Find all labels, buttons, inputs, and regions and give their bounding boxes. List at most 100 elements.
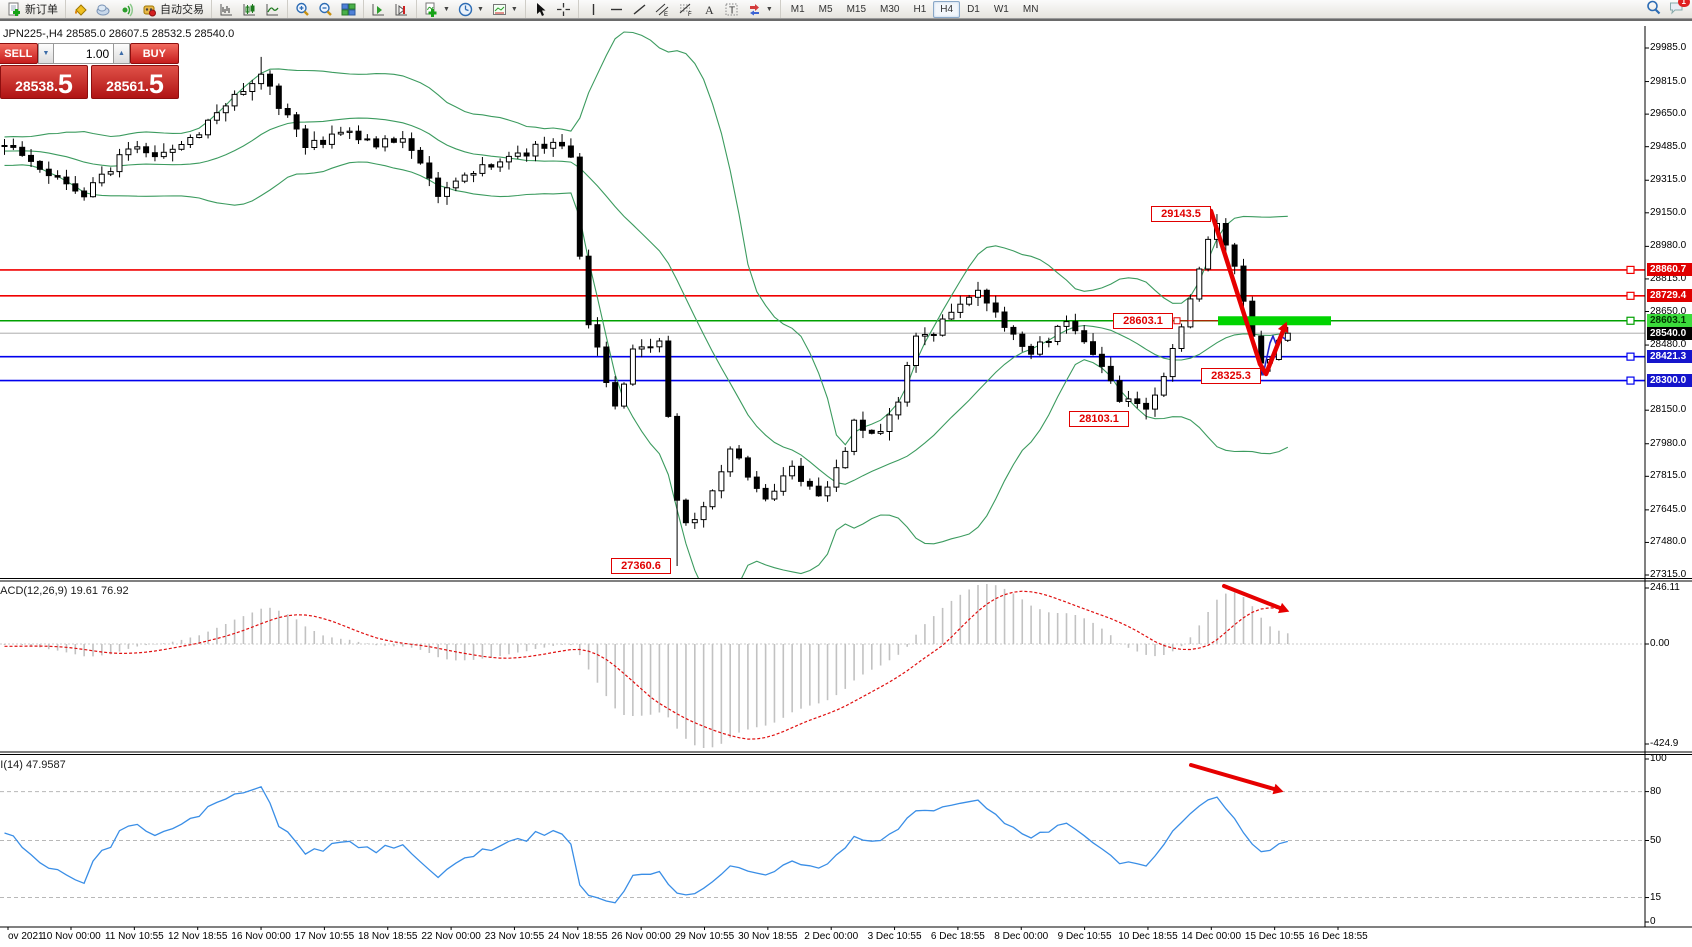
crosshair-button[interactable] bbox=[552, 0, 575, 19]
toolbar-group bbox=[364, 0, 417, 18]
timeframe-d1[interactable]: D1 bbox=[967, 3, 980, 15]
fibo-icon: F bbox=[679, 3, 692, 17]
quote-bar: JPN225-,H4 28585.0 28607.5 28532.5 28540… bbox=[3, 28, 235, 40]
timeframe-m5[interactable]: M5 bbox=[818, 3, 833, 15]
toolbar-group: 自动交易 bbox=[66, 0, 212, 18]
step-forward-button[interactable] bbox=[367, 0, 390, 19]
step-end-icon bbox=[395, 3, 407, 15]
market-depth-button[interactable] bbox=[92, 0, 115, 19]
svg-text:T: T bbox=[729, 5, 735, 16]
timeframe-h4[interactable]: H4 bbox=[933, 0, 961, 18]
indicators-button[interactable]: ▼ bbox=[420, 0, 454, 19]
autotrading-button-label: 自动交易 bbox=[160, 4, 204, 16]
volume-input[interactable] bbox=[54, 43, 114, 64]
vline-icon bbox=[592, 3, 595, 15]
channel-icon: E bbox=[655, 3, 669, 17]
sell-button[interactable]: SELL bbox=[0, 43, 38, 64]
svg-text:A: A bbox=[705, 3, 714, 17]
volume-decrease-button[interactable]: ▼ bbox=[37, 43, 55, 64]
bar-chart-button[interactable] bbox=[215, 0, 238, 19]
svg-text:E: E bbox=[664, 12, 668, 17]
toolbar-group bbox=[526, 0, 579, 18]
new-order-button[interactable]: 新订单 bbox=[3, 0, 62, 19]
main-toolbar: 新订单 自动交易 ▼ ▼ ▼ E F A T ▼ M1 M5 M15 M30 H1 H4 D1 W1 MN 1 bbox=[0, 0, 1692, 19]
sell-price-tile[interactable]: 28538. 5 bbox=[0, 65, 88, 99]
vertical-line-button[interactable] bbox=[582, 0, 605, 19]
timeframe-m1[interactable]: M1 bbox=[790, 3, 805, 15]
timeframe-w1[interactable]: W1 bbox=[993, 3, 1009, 15]
toolbar-group bbox=[212, 0, 288, 18]
cursor-button[interactable] bbox=[529, 0, 552, 19]
dropdown-caret-icon[interactable]: ▼ bbox=[476, 5, 484, 13]
shapes-icon bbox=[749, 3, 759, 15]
chat-badge: 1 bbox=[1677, 0, 1690, 7]
text-label-button[interactable]: T bbox=[720, 0, 743, 19]
styler-button[interactable] bbox=[69, 0, 92, 19]
clock-icon bbox=[458, 2, 473, 16]
buy-price-tile[interactable]: 28561. 5 bbox=[91, 65, 179, 99]
toolbar-group: E F A T ▼ bbox=[579, 0, 781, 18]
tile-windows-button[interactable] bbox=[337, 0, 360, 19]
cloud-icon bbox=[96, 4, 110, 15]
bucket-icon bbox=[75, 3, 87, 16]
text-t-icon: T bbox=[725, 3, 738, 16]
volume-increase-button[interactable]: ▲ bbox=[113, 43, 130, 64]
trendline-button[interactable] bbox=[628, 0, 651, 19]
arrows-button[interactable]: ▼ bbox=[743, 0, 777, 19]
step-end-button[interactable] bbox=[390, 0, 413, 19]
hline-icon bbox=[610, 8, 622, 10]
zoom-in-button[interactable] bbox=[291, 0, 314, 19]
dropdown-caret-icon[interactable]: ▼ bbox=[510, 5, 518, 13]
search-icon bbox=[1647, 0, 1661, 15]
buy-price-big-digit: 5 bbox=[148, 69, 164, 99]
step-fwd-icon bbox=[372, 3, 384, 15]
candle-chart-button[interactable] bbox=[238, 0, 261, 19]
zoom-out-icon bbox=[319, 2, 332, 16]
timeframe-m15[interactable]: M15 bbox=[846, 3, 867, 15]
new-order-button-label: 新订单 bbox=[25, 4, 58, 16]
linechart-icon bbox=[266, 3, 279, 15]
timeframe-h1[interactable]: H1 bbox=[913, 3, 927, 15]
template-icon bbox=[492, 3, 506, 15]
dropdown-caret-icon[interactable]: ▼ bbox=[443, 5, 450, 13]
one-click-trade-panel: SELL ▼ ▲ BUY 28538. 5 28561. 5 bbox=[0, 43, 179, 99]
timeframe-group: M1 M5 M15 M30 H1 H4 D1 W1 MN bbox=[781, 0, 1049, 18]
templates-button[interactable]: ▼ bbox=[488, 0, 522, 19]
buy-price: 28561. bbox=[106, 78, 149, 94]
chat-button[interactable]: 1 bbox=[1669, 0, 1690, 18]
timeframe-mn[interactable]: MN bbox=[1022, 3, 1039, 15]
bars-icon bbox=[220, 3, 232, 15]
channel-button[interactable]: E bbox=[651, 0, 674, 19]
periods-button[interactable]: ▼ bbox=[454, 0, 488, 19]
toolbar-group: ▼ ▼ ▼ bbox=[417, 0, 526, 18]
toolbar-group bbox=[288, 0, 364, 18]
search-button[interactable] bbox=[1646, 0, 1661, 18]
signals-button[interactable] bbox=[115, 0, 138, 19]
zoom-in-icon bbox=[296, 2, 309, 16]
trend-icon bbox=[633, 3, 646, 15]
horizontal-line-button[interactable] bbox=[605, 0, 628, 19]
fibonacci-button[interactable]: F bbox=[674, 0, 697, 19]
zoom-out-button[interactable] bbox=[314, 0, 337, 19]
autotrade-icon bbox=[143, 5, 156, 16]
text-button[interactable]: A bbox=[697, 0, 720, 19]
signal-icon bbox=[122, 3, 133, 16]
candles-icon bbox=[243, 3, 255, 15]
tiles-icon bbox=[341, 3, 356, 15]
timeframe-m30[interactable]: M30 bbox=[880, 3, 900, 15]
toolbar-group: 新订单 bbox=[0, 0, 66, 18]
chart-plot-area[interactable] bbox=[0, 21, 1692, 942]
doc-plus-icon bbox=[8, 2, 20, 16]
ind-add-icon bbox=[425, 2, 437, 17]
autotrading-button[interactable]: 自动交易 bbox=[138, 0, 208, 19]
toolbar-right: 1 bbox=[1646, 0, 1692, 18]
buy-button[interactable]: BUY bbox=[129, 43, 179, 64]
dropdown-caret-icon[interactable]: ▼ bbox=[765, 5, 773, 13]
text-a-icon: A bbox=[705, 3, 714, 17]
sell-price-big-digit: 5 bbox=[57, 69, 73, 99]
sell-price: 28538. bbox=[15, 78, 58, 94]
svg-text:F: F bbox=[688, 12, 692, 17]
cursor-icon bbox=[536, 2, 546, 16]
line-chart-button[interactable] bbox=[261, 0, 284, 19]
